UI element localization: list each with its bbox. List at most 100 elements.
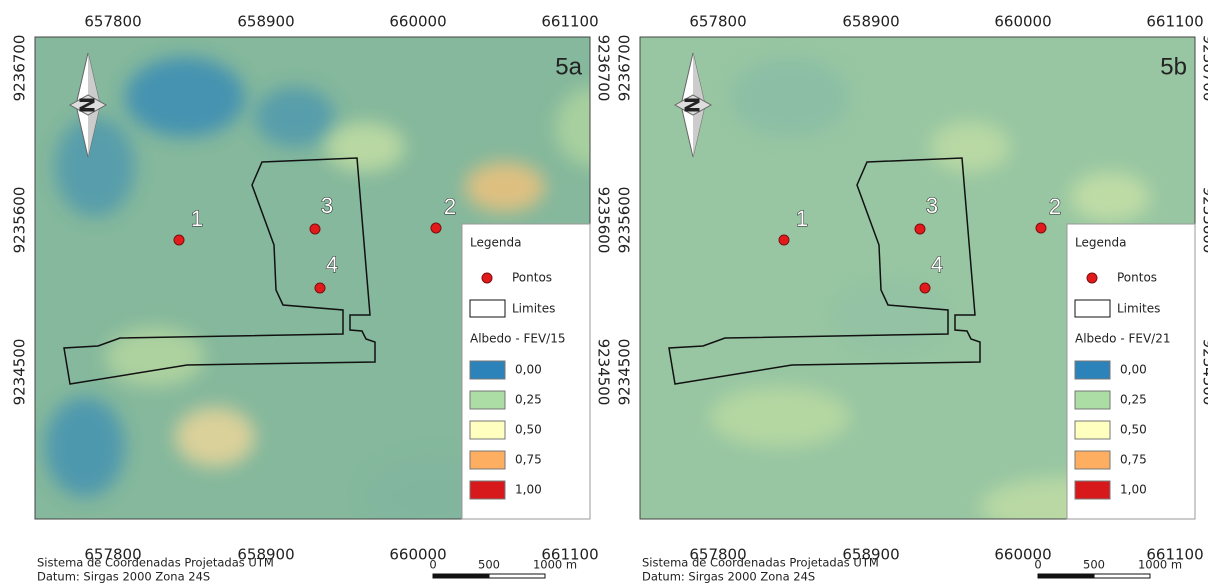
- raster-patch: [930, 122, 1010, 172]
- x-coord-label: 660000: [389, 13, 446, 31]
- x-coord-label: 660000: [994, 13, 1051, 31]
- point-marker: [915, 224, 925, 234]
- point-marker: [310, 224, 320, 234]
- legend-limit: [470, 300, 505, 317]
- raster-patch: [45, 397, 125, 497]
- legend-class-label: 0,00: [515, 363, 542, 377]
- legend-class-label: 0,50: [515, 423, 542, 437]
- scale-bar: [489, 574, 545, 578]
- legend-item: Pontos: [512, 271, 552, 285]
- legend-title: Legenda: [1075, 236, 1126, 250]
- x-coord-label: 658900: [237, 13, 294, 31]
- point-label: 3: [321, 193, 333, 218]
- point-marker: [174, 235, 184, 245]
- raster-patch: [55, 117, 135, 217]
- x-coord-label: 661100: [1146, 13, 1203, 31]
- raster-patch: [830, 277, 950, 357]
- point-label: 3: [926, 193, 938, 218]
- panel-tag: 5b: [1160, 53, 1187, 80]
- legend-class-label: 0,25: [1120, 393, 1147, 407]
- legend-class-label: 0,50: [1120, 423, 1147, 437]
- legend-class-label: 0,75: [1120, 453, 1147, 467]
- y-coord-label: 9235600: [595, 187, 613, 254]
- point-marker: [920, 283, 930, 293]
- x-coord-label: 661100: [541, 13, 598, 31]
- legend-swatch: [470, 391, 505, 409]
- x-coord-label: 658900: [842, 13, 899, 31]
- legend-swatch: [470, 451, 505, 469]
- scale-label: 1000 m: [533, 558, 577, 572]
- legend-swatch: [1075, 391, 1110, 409]
- x-coord-label: 657800: [689, 13, 746, 31]
- legend-class-label: 0,75: [515, 453, 542, 467]
- point-marker: [1036, 223, 1046, 233]
- legend-ramp-title: Albedo - FEV/21: [1075, 332, 1170, 346]
- legend-title: Legenda: [470, 236, 521, 250]
- legend-class-label: 0,00: [1120, 363, 1147, 377]
- panel-tag: 5a: [555, 53, 582, 80]
- raster-patch: [710, 387, 850, 447]
- legend-swatch: [1075, 421, 1110, 439]
- x-coord-label: 657800: [84, 13, 141, 31]
- x-coord-label: 660000: [994, 546, 1051, 564]
- raster-patch: [175, 407, 255, 467]
- legend-item: Pontos: [1117, 271, 1157, 285]
- scale-label: 0: [1034, 558, 1041, 572]
- legend-swatch: [1075, 361, 1110, 379]
- scale-label: 1000 m: [1138, 558, 1182, 572]
- legend-swatch: [470, 481, 505, 499]
- legend-class-label: 0,25: [515, 393, 542, 407]
- y-coord-label: 9234500: [595, 339, 613, 406]
- legend-point: [482, 273, 492, 283]
- legend-point: [1087, 273, 1097, 283]
- legend-ramp-title: Albedo - FEV/15: [470, 332, 565, 346]
- point-marker: [431, 223, 441, 233]
- map-panel: N5a6578006578006589006589006600006600006…: [11, 13, 636, 584]
- scale-bar: [433, 574, 489, 578]
- point-label: 4: [931, 252, 943, 277]
- scale-bar: [1038, 574, 1094, 578]
- footer-text: Sistema de Coordenadas Projetadas UTM: [642, 556, 879, 570]
- legend-swatch: [1075, 481, 1110, 499]
- y-coord-label: 9234500: [1200, 339, 1208, 406]
- figure: N 5a 657800 657800 658900 658900 660000 660000 6…: [0, 0, 1208, 585]
- legend-swatch: [470, 421, 505, 439]
- raster-patch: [125, 57, 245, 137]
- footer-text: Sistema de Coordenadas Projetadas UTM: [37, 556, 274, 570]
- legend-item: Limites: [1117, 302, 1160, 316]
- north-letter: N: [681, 97, 705, 114]
- map-panel: N5b6578006578006589006589006600006600006…: [616, 13, 1208, 584]
- y-coord-label: 9234500: [616, 339, 634, 406]
- raster-patch: [1070, 172, 1150, 222]
- legend-limit: [1075, 300, 1110, 317]
- legend-swatch: [1075, 451, 1110, 469]
- legend-item: Limites: [512, 302, 555, 316]
- north-letter: N: [76, 97, 100, 114]
- footer-text: Datum: Sirgas 2000 Zona 24S: [642, 570, 815, 584]
- y-coord-label: 9236700: [11, 35, 29, 102]
- y-coord-label: 9235600: [1200, 187, 1208, 254]
- point-marker: [779, 235, 789, 245]
- point-label: 1: [796, 206, 808, 231]
- scale-label: 500: [1083, 558, 1105, 572]
- y-coord-label: 9235600: [11, 187, 29, 254]
- legend-swatch: [470, 361, 505, 379]
- legend-class-label: 1,00: [1120, 483, 1147, 497]
- x-coord-label: 660000: [389, 546, 446, 564]
- point-label: 2: [444, 194, 456, 219]
- point-label: 4: [326, 252, 338, 277]
- point-marker: [315, 283, 325, 293]
- scale-bar: [1094, 574, 1150, 578]
- y-coord-label: 9235600: [616, 187, 634, 254]
- y-coord-label: 9234500: [11, 339, 29, 406]
- raster-patch: [730, 57, 850, 137]
- footer-text: Datum: Sirgas 2000 Zona 24S: [37, 570, 210, 584]
- raster-patch: [465, 162, 545, 212]
- y-coord-label: 9236700: [1200, 35, 1208, 102]
- scale-label: 500: [478, 558, 500, 572]
- raster-patch: [325, 122, 405, 172]
- point-label: 1: [191, 206, 203, 231]
- scale-label: 0: [429, 558, 436, 572]
- y-coord-label: 9236700: [616, 35, 634, 102]
- y-coord-label: 9236700: [595, 35, 613, 102]
